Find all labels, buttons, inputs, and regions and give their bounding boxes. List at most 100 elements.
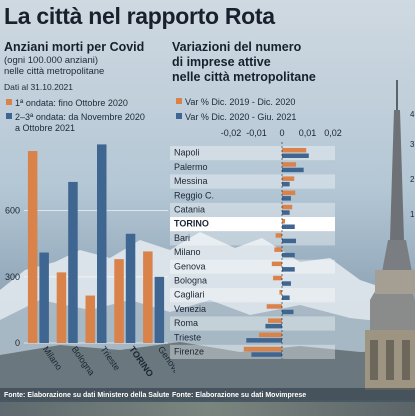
row-band — [170, 202, 335, 217]
bar-torino-wave1 — [114, 259, 124, 343]
x-tick-label: 0,01 — [299, 128, 317, 138]
right-source-note: Fonte: Elaborazione su dati Movimprese — [172, 392, 307, 399]
right-panel-title-line-1: Variazioni del numero — [172, 40, 302, 54]
svg-text:3: 3 — [410, 140, 415, 149]
source-strip — [0, 388, 415, 402]
bar-napoli-period1 — [282, 148, 307, 153]
legend-label: Var % Dic. 2019 - Dic. 2020 — [185, 97, 296, 107]
category-label: Palermo — [174, 162, 208, 172]
bar-catania-period1 — [282, 204, 293, 210]
x-tick-label: 0,02 — [324, 128, 342, 138]
business-change-bar-chart: -0,02 -0,01 0 0,01 0,02 Napoli Palermo Messina R… — [170, 128, 342, 359]
bar-venezia-period2 — [282, 309, 294, 315]
category-label: Genova — [174, 261, 206, 271]
bar-roma-period2 — [265, 323, 282, 329]
category-label: Firenze — [174, 346, 204, 356]
bar-genova-period2 — [282, 267, 295, 272]
legend-label: 1ª ondata: fino Ottobre 2020 — [15, 98, 128, 108]
left-panel-date-note: Dati al 31.10.2021 — [4, 82, 73, 92]
row-band — [170, 344, 335, 359]
bar-bari-period1 — [275, 233, 282, 238]
bar-torino-period2 — [282, 224, 295, 229]
bar-milano-period2 — [282, 252, 295, 258]
bar-milano-wave2 — [39, 252, 49, 343]
category-label: Messina — [174, 176, 208, 186]
right-panel-title-line-2: di imprese attive — [172, 55, 271, 69]
bar-palermo-period2 — [282, 167, 304, 173]
category-label: TORINO — [174, 219, 209, 229]
left-panel-subtitle-2: nelle città metropolitane — [4, 66, 105, 77]
category-label: Napoli — [174, 148, 200, 158]
left-legend-item-2: 2–3ª ondata: da Novembre 2020 a Ottobre … — [6, 112, 145, 134]
bar-messina-period2 — [282, 181, 290, 187]
category-label: Bologna — [174, 275, 207, 285]
bar-firenze-period2 — [251, 352, 282, 357]
legend-label-cont: a Ottobre 2021 — [15, 123, 76, 133]
bar-bologna-wave1 — [56, 272, 67, 343]
bar-reggioc-period2 — [282, 196, 291, 201]
svg-text:1: 1 — [410, 210, 415, 219]
bar-cagliari-period2 — [282, 295, 290, 300]
legend-swatch-orange — [176, 98, 182, 104]
row-band — [170, 316, 335, 331]
category-label: Milano — [174, 247, 201, 257]
category-label: Reggio C. — [174, 190, 214, 200]
bar-trieste-wave2 — [97, 144, 107, 343]
category-label: Venezia — [174, 304, 206, 314]
svg-text:2: 2 — [410, 175, 415, 184]
y-tick-label: 600 — [5, 206, 20, 216]
x-tick-label: -0,01 — [246, 128, 267, 138]
bar-napoli-period2 — [282, 153, 309, 158]
category-label: Bari — [174, 233, 190, 243]
bar-bologna-period1 — [273, 275, 282, 281]
bar-genova-wave1 — [143, 251, 153, 343]
right-panel-title-line-3: nelle città metropolitane — [172, 70, 316, 84]
bar-bologna-wave2 — [68, 181, 78, 343]
left-legend-item-1: 1ª ondata: fino Ottobre 2020 — [6, 98, 128, 109]
x-tick-label: 0 — [279, 128, 284, 138]
bar-genova-wave2 — [154, 276, 165, 343]
bar-milano-wave1 — [27, 151, 38, 343]
left-source-note: Fonte: Elaborazione su dati Ministero de… — [4, 392, 170, 399]
row-band — [170, 288, 335, 303]
left-panel-subtitle: (ogni 100.000 anziani) — [4, 55, 99, 66]
bar-messina-period1 — [282, 176, 295, 181]
bar-cagliari-period1 — [279, 290, 282, 295]
bar-reggioc-period1 — [282, 190, 296, 196]
category-label: Cagliari — [174, 290, 205, 300]
bar-bari-period2 — [282, 238, 297, 244]
right-legend-item-1: Var % Dic. 2019 - Dic. 2020 — [176, 97, 295, 108]
page-title: La città nel rapporto Rota — [4, 3, 275, 29]
bar-firenze-period1 — [243, 346, 282, 352]
bar-trieste-period1 — [259, 332, 282, 338]
legend-label: 2–3ª ondata: da Novembre 2020 — [15, 112, 145, 122]
bar-torino-period1 — [282, 219, 286, 224]
category-label: Roma — [174, 318, 198, 328]
legend-swatch-blue — [6, 113, 12, 119]
category-label: Trieste — [174, 332, 201, 342]
right-legend-item-2: Var % Dic. 2020 - Giu. 2021 — [176, 112, 296, 123]
bar-genova-period1 — [271, 261, 282, 267]
bar-torino-wave2 — [125, 233, 136, 343]
bar-roma-period1 — [267, 318, 282, 323]
bar-catania-period2 — [282, 210, 290, 215]
legend-swatch-orange — [6, 99, 12, 105]
legend-label: Var % Dic. 2020 - Giu. 2021 — [185, 112, 297, 122]
y-tick-label: 300 — [5, 272, 20, 282]
bar-trieste-period2 — [246, 338, 282, 343]
bar-palermo-period1 — [282, 162, 297, 167]
x-tick-label: -0,02 — [221, 128, 242, 138]
category-label: Catania — [174, 204, 205, 214]
svg-text:4: 4 — [410, 110, 415, 119]
legend-swatch-blue — [176, 113, 182, 119]
y-tick-label: 0 — [15, 338, 20, 348]
row-band — [170, 231, 335, 246]
left-panel-title: Anziani morti per Covid — [4, 40, 145, 54]
bar-bologna-period2 — [282, 281, 291, 286]
bar-milano-period1 — [274, 247, 282, 252]
background-photo-city — [0, 402, 415, 416]
bar-venezia-period1 — [266, 304, 282, 309]
bar-trieste-wave1 — [85, 295, 95, 343]
